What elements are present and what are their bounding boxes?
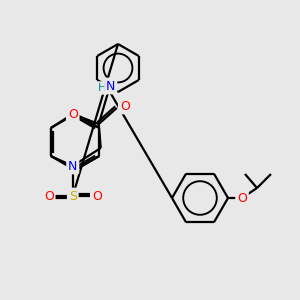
- Text: N: N: [106, 80, 116, 92]
- Text: H: H: [98, 83, 106, 93]
- Text: O: O: [120, 100, 130, 112]
- Text: O: O: [68, 107, 78, 121]
- Text: O: O: [44, 190, 54, 202]
- Text: N: N: [68, 160, 77, 172]
- Text: O: O: [237, 191, 247, 205]
- Text: O: O: [92, 190, 102, 202]
- Text: S: S: [69, 190, 77, 202]
